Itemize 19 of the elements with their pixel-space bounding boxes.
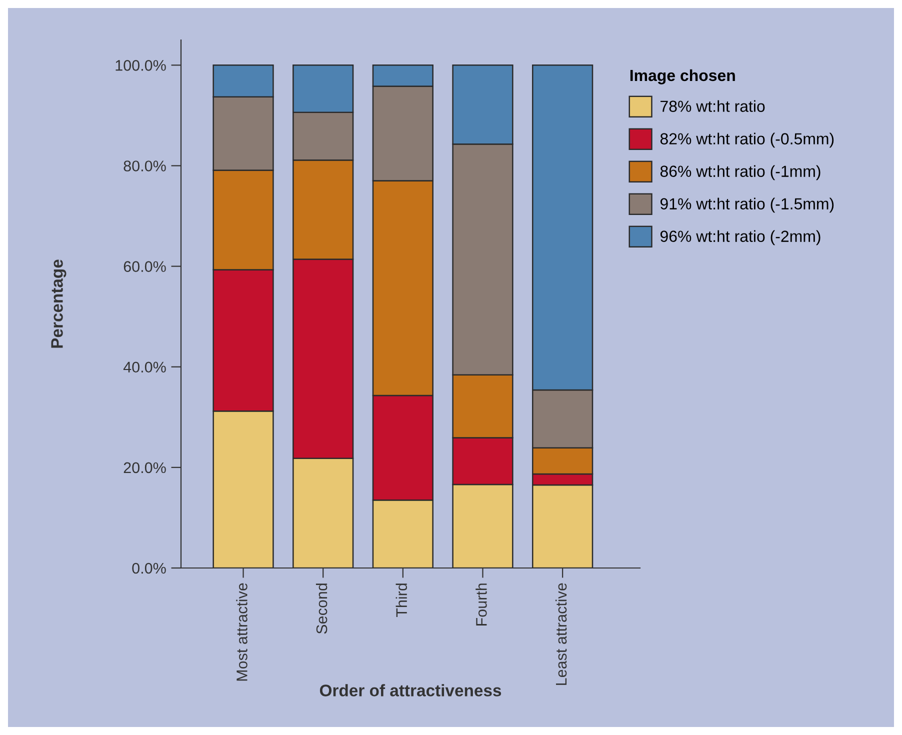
y-tick-label: 60.0%	[124, 261, 166, 272]
legend-label: 78% wt:ht ratio	[660, 100, 765, 112]
legend-label: 96% wt:ht ratio (-2mm)	[660, 230, 820, 246]
legend-label: 86% wt:ht ratio (-1mm)	[660, 165, 820, 180]
legend-label: 91% wt:ht ratio (-1.5mm)	[660, 198, 834, 213]
x-tick-label: Least attractive	[555, 583, 567, 685]
x-tick-label: Second	[316, 584, 328, 634]
y-tick-label: 80.0%	[124, 160, 166, 172]
y-tick-label: 20.0%	[124, 462, 166, 474]
legend-title: Image chosen	[630, 69, 735, 84]
x-tick-label: Fourth	[476, 584, 487, 626]
x-axis-title: Order of attractiveness	[320, 684, 502, 696]
y-tick-label: 40.0%	[123, 362, 166, 373]
x-tick-label: Third	[396, 584, 408, 618]
y-tick-label: 0.0%	[132, 562, 166, 574]
legend-label: 82% wt:ht ratio (-0.5mm)	[660, 132, 834, 148]
y-tick-label: 100.0%	[116, 60, 166, 71]
y-axis-title: Percentage	[51, 260, 66, 348]
x-tick-label: Most attractive	[236, 583, 248, 681]
